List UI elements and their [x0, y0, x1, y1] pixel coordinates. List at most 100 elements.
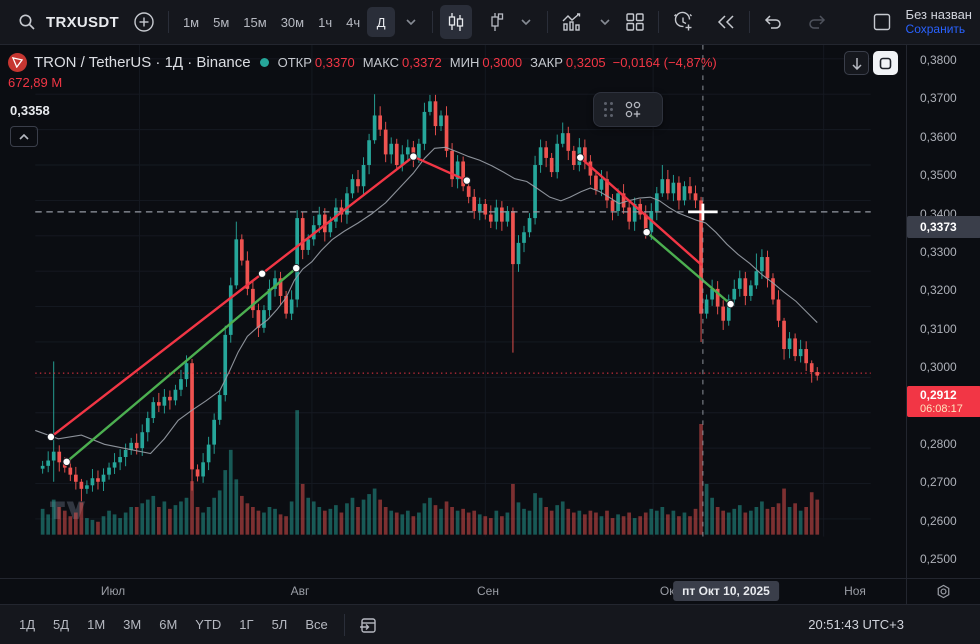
add-symbol-icon[interactable]	[127, 7, 161, 37]
interval-button-1м[interactable]: 1м	[182, 14, 200, 30]
time-axis-month-Сен: Сен	[477, 584, 499, 598]
toolbar-divider	[749, 11, 751, 33]
range-button-Все[interactable]: Все	[305, 617, 328, 632]
interval-button-15м[interactable]: 15м	[243, 14, 267, 30]
axis-settings-corner[interactable]	[906, 578, 980, 604]
toolbar-divider	[167, 11, 169, 33]
price-axis-label: 0,3100	[920, 321, 957, 336]
chart-pane[interactable]: TRON / TetherUS · 1Д · Binance ОТКР 0,337…	[0, 45, 906, 578]
toolbar-divider	[658, 11, 660, 33]
crosshair-price-label: 0,3373	[907, 216, 980, 238]
interval-button-5м[interactable]: 5м	[213, 14, 230, 30]
price-axis-label: 0,3800	[920, 53, 957, 67]
undo-icon[interactable]	[757, 7, 789, 37]
market-status-icon[interactable]	[259, 58, 269, 67]
bottom-toolbar: 1Д 5Д 1М 3М 6М YTD 1Г 5Л Все 20:51:43 UTC+3	[0, 604, 980, 644]
crosshair-date-label: пт Окт 10, 2025	[673, 581, 779, 601]
indicator-value: 0,3358	[10, 103, 50, 118]
bar-countdown: 06:08:17	[920, 402, 963, 415]
range-button-5Л[interactable]: 5Л	[271, 617, 288, 632]
ohlc-value: 0,3370	[314, 55, 355, 70]
price-axis-label: 0,3700	[920, 91, 957, 106]
price-axis-label: 0,2700	[920, 475, 957, 490]
layout-square-icon[interactable]	[866, 7, 898, 37]
ohlc-value: 0,3000	[482, 55, 523, 70]
time-axis-month-Ноя: Ноя	[844, 584, 866, 598]
bar-replay-icon[interactable]	[710, 7, 742, 37]
alert-plus-icon[interactable]	[666, 7, 700, 37]
quick-menu-icon[interactable]	[621, 100, 645, 120]
time-axis-month-Авг: Авг	[290, 584, 310, 598]
range-button-5Д[interactable]: 5Д	[53, 617, 70, 632]
style-chevron-down-icon[interactable]	[512, 7, 540, 37]
time-axis-month-Июл: Июл	[100, 584, 126, 598]
arrow-down-icon	[851, 57, 862, 70]
layout-name[interactable]: Без назван	[905, 7, 972, 22]
maximize-icon	[879, 57, 892, 69]
save-layout-button[interactable]: Сохранить	[905, 22, 966, 36]
range-button-1М[interactable]: 1М	[87, 617, 106, 632]
tron-logo-icon	[8, 53, 27, 72]
interval-button-Д[interactable]: Д	[367, 7, 396, 37]
search-icon[interactable]	[12, 7, 42, 37]
ohlc-value: 0,3205	[565, 55, 606, 70]
chevron-up-icon	[19, 133, 29, 140]
price-axis-label: 0,2800	[920, 436, 957, 451]
range-button-1Г[interactable]: 1Г	[239, 617, 254, 632]
maximize-pane-button[interactable]	[873, 51, 898, 75]
candlestick-chart-canvas[interactable]	[0, 45, 906, 578]
collapse-legend-button[interactable]	[10, 126, 38, 147]
last-price-label: 0,2912 06:08:17	[907, 385, 980, 417]
last-price-value: 0,2912	[920, 387, 957, 402]
price-axis-label: 0,3500	[920, 168, 957, 183]
time-axis[interactable]: Июл Авг Сен Окт Ноя пт Окт 10, 2025	[0, 578, 906, 604]
drag-handle-icon[interactable]	[604, 102, 613, 117]
toolbar-divider	[343, 613, 345, 636]
toolbar-divider	[432, 11, 434, 33]
toolbar-divider	[547, 11, 549, 33]
symbol-button[interactable]: TRXUSDT	[46, 13, 119, 31]
indicators-icon[interactable]	[555, 7, 589, 37]
range-button-3М[interactable]: 3М	[123, 617, 142, 632]
go-to-date-icon[interactable]	[352, 610, 384, 640]
top-toolbar: TRXUSDT 1м 5м 15м 30м 1ч 4ч Д	[0, 0, 980, 45]
interval-button-4ч[interactable]: 4ч	[346, 14, 361, 30]
price-axis-label: 0,3300	[920, 244, 957, 259]
ohlc-label: ОТКР	[277, 55, 312, 70]
range-button-6М[interactable]: 6М	[159, 617, 178, 632]
chart-legend[interactable]: TRON / TetherUS · 1Д · Binance ОТКР 0,337…	[8, 53, 717, 72]
clock[interactable]: 20:51:43 UTC+3	[808, 617, 904, 632]
interval-group: 1м 5м 15м 30м 1ч 4ч Д	[176, 0, 396, 44]
candles-style-icon[interactable]	[440, 5, 473, 39]
ohlc-values: ОТКР 0,3370 МАКС 0,3372 МИН 0,3000 ЗАКР 0,3205	[278, 55, 606, 70]
range-group: 1Д 5Д 1М 3М 6М YTD 1Г 5Л Все	[10, 605, 337, 644]
gear-icon	[937, 584, 950, 599]
interval-button-30м[interactable]: 30м	[280, 14, 305, 30]
layout-grid-icon[interactable]	[619, 7, 651, 37]
ohlc-label: ЗАКР	[530, 55, 563, 70]
quick-toolbar[interactable]	[593, 92, 663, 127]
pane-buttons	[844, 51, 898, 75]
hollow-candles-icon[interactable]	[480, 7, 510, 37]
change-value: −0,0164 (−4,87%)	[612, 55, 717, 70]
ohlc-value: 0,3372	[402, 55, 442, 70]
price-axis-label: 0,3000	[920, 360, 957, 375]
price-axis-label: 0,2500	[920, 551, 957, 566]
range-button-1Д[interactable]: 1Д	[19, 617, 36, 632]
scroll-down-button[interactable]	[844, 51, 869, 75]
redo-icon[interactable]	[801, 7, 833, 37]
ohlc-label: МИН	[449, 55, 480, 70]
price-axis[interactable]: 0,3800 0,3700 0,3600 0,3500 0,3400 0,3300 0,32…	[906, 45, 980, 578]
range-button-YTD[interactable]: YTD	[195, 617, 222, 632]
layout-title-block: Без назван Сохранить	[906, 7, 972, 37]
intervals-chevron-down-icon[interactable]	[397, 7, 425, 37]
price-axis-label: 0,2600	[920, 513, 957, 528]
price-axis-label: 0,3600	[920, 129, 957, 144]
price-axis-label: 0,3200	[920, 283, 957, 298]
interval-button-1ч[interactable]: 1ч	[318, 14, 333, 30]
volume-value: 672,89 М	[8, 75, 63, 90]
symbol-title[interactable]: TRON / TetherUS · 1Д · Binance	[34, 54, 251, 71]
ohlc-label: МАКС	[362, 55, 400, 70]
indicators-chevron-down-icon[interactable]	[591, 7, 619, 37]
